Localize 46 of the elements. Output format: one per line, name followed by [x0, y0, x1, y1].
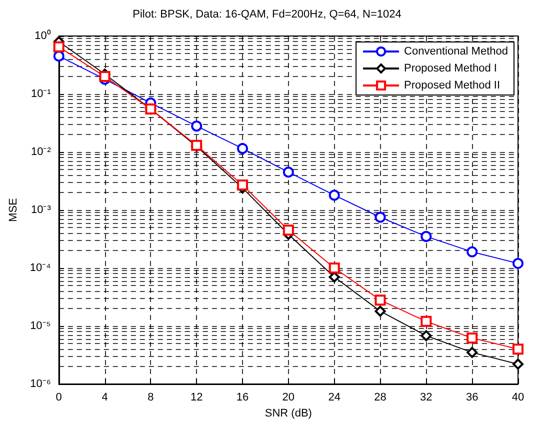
y-tick-label: 10⁻⁶ — [30, 378, 51, 390]
point — [237, 142, 248, 154]
y-tick-label: 10⁻⁵ — [30, 320, 51, 332]
point — [466, 332, 478, 344]
x-tick-label: 36 — [466, 392, 478, 404]
point — [512, 358, 524, 370]
point — [99, 71, 110, 82]
x-tick-label: 24 — [328, 392, 340, 404]
point — [328, 190, 340, 201]
point — [53, 50, 64, 62]
point — [374, 212, 386, 223]
point — [420, 316, 432, 327]
y-axis-title: MSE — [8, 198, 20, 222]
point — [191, 120, 202, 132]
point — [374, 306, 386, 317]
legend-label: Conventional Method — [404, 46, 508, 58]
point — [420, 230, 432, 242]
legend-label: Proposed Method II — [404, 80, 500, 92]
point — [512, 344, 524, 355]
point — [466, 346, 478, 358]
point — [420, 330, 432, 342]
x-tick-label: 12 — [190, 392, 203, 404]
legend-label: Proposed Method I — [404, 62, 497, 74]
point — [512, 258, 524, 269]
x-tick-label: 4 — [102, 392, 108, 404]
x-tick-label: 20 — [282, 392, 295, 404]
x-tick-label: 16 — [236, 392, 249, 404]
y-tick-label: 10⁻⁴ — [30, 262, 52, 274]
x-tick-label: 0 — [56, 392, 62, 404]
point — [53, 41, 64, 52]
x-tick-label: 32 — [420, 392, 432, 404]
y-tick-label: 10⁻² — [30, 146, 52, 158]
point — [374, 294, 386, 306]
x-tick-label: 40 — [512, 392, 524, 404]
point — [282, 166, 294, 178]
point — [466, 246, 478, 258]
y-tick-label: 10⁰ — [34, 29, 51, 42]
x-tick-label: 8 — [148, 392, 154, 404]
point — [282, 224, 294, 236]
x-tick-label: 28 — [374, 392, 386, 404]
y-tick-label: 10⁻¹ — [30, 88, 52, 100]
y-tick-label: 10⁻³ — [30, 204, 52, 216]
chart-title: Pilot: BPSK, Data: 16-QAM, Fd=200Hz, Q=64, N=1024 — [132, 8, 402, 20]
point — [237, 179, 248, 190]
point — [328, 262, 340, 274]
x-axis-title: SNR (dB) — [264, 407, 312, 420]
